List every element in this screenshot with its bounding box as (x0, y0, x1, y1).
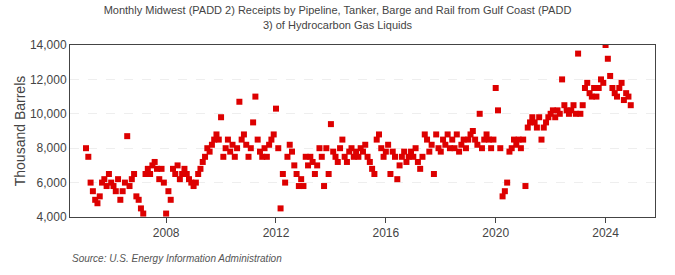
svg-text:8,000: 8,000 (37, 141, 67, 155)
svg-text:Thousand Barrels: Thousand Barrels (12, 76, 28, 187)
svg-text:Monthly Midwest (PADD 2) Recei: Monthly Midwest (PADD 2) Receipts by Pip… (104, 4, 572, 30)
svg-text:Source: U.S. Energy Informatio: Source: U.S. Energy Information Administ… (72, 253, 282, 264)
svg-text:2008: 2008 (153, 226, 180, 240)
svg-text:4,000: 4,000 (37, 210, 67, 224)
svg-text:2024: 2024 (592, 226, 619, 240)
svg-text:12,000: 12,000 (30, 73, 67, 87)
svg-text:2012: 2012 (263, 226, 290, 240)
svg-text:2020: 2020 (482, 226, 509, 240)
svg-text:6,000: 6,000 (37, 176, 67, 190)
svg-text:2016: 2016 (372, 226, 399, 240)
svg-text:10,000: 10,000 (30, 107, 67, 121)
svg-text:14,000: 14,000 (30, 38, 67, 52)
